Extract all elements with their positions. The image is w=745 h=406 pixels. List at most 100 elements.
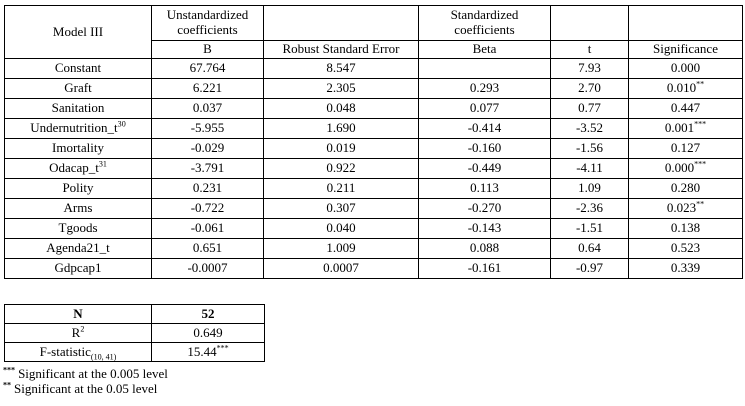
cell-variable: Polity [4, 178, 152, 199]
stat-label: N [4, 304, 152, 324]
cell-se: 1.690 [263, 118, 419, 139]
header-empty-t [550, 5, 629, 41]
stat-label: R2 [4, 323, 152, 343]
table-row-polity: Polity 0.231 0.211 0.113 1.09 0.280 [4, 178, 743, 199]
cell-b: -0.061 [151, 218, 264, 239]
cell-variable: Agenda21_t [4, 238, 152, 259]
header-standardized-coefficients: Standardized coefficients [418, 5, 551, 41]
cell-beta: 0.113 [418, 178, 551, 199]
cell-se: 8.547 [263, 58, 419, 79]
cell-sig: 0.339 [628, 258, 743, 279]
cell-se: 0.040 [263, 218, 419, 239]
cell-t: -4.11 [550, 158, 629, 179]
cell-t: 7.93 [550, 58, 629, 79]
footnote-marker: *** [3, 365, 16, 375]
cell-sig: 0.280 [628, 178, 743, 199]
cell-se: 0.922 [263, 158, 419, 179]
cell-variable: Imortality [4, 138, 152, 159]
header-row-groups: Model III Unstandardized coefficients St… [4, 5, 743, 59]
cell-b: -0.722 [151, 198, 264, 219]
table-row-agenda21: Agenda21_t 0.651 1.009 0.088 0.64 0.523 [4, 238, 743, 259]
header-empty-sig [628, 5, 743, 41]
stat-value: 0.649 [151, 323, 265, 343]
header-beta: Beta [418, 40, 551, 59]
footnote-text: Significant at the 0.05 level [14, 381, 158, 396]
footnote-marker: ** [3, 380, 12, 390]
cell-t: 1.09 [550, 178, 629, 199]
cell-b: 67.764 [151, 58, 264, 79]
footnote-text: Significant at the 0.005 level [18, 366, 168, 381]
cell-t: 2.70 [550, 78, 629, 99]
footnote-0005-level: *** Significant at the 0.005 level [3, 366, 168, 381]
header-empty-se [263, 5, 419, 41]
cell-beta: 0.088 [418, 238, 551, 259]
header-significance: Significance [628, 40, 743, 59]
model-stats-table: N 52 R2 0.649 F-statistic(10, 41) 15.44*… [4, 304, 265, 362]
cell-sig: 0.000 [628, 58, 743, 79]
cell-variable: Arms [4, 198, 152, 219]
cell-variable: Sanitation [4, 98, 152, 119]
cell-beta: -0.161 [418, 258, 551, 279]
cell-b: 6.221 [151, 78, 264, 99]
cell-t: 0.64 [550, 238, 629, 259]
stat-row-n: N 52 [4, 304, 265, 324]
header-t: t [550, 40, 629, 59]
cell-t: -2.36 [550, 198, 629, 219]
cell-beta: 0.293 [418, 78, 551, 99]
cell-b: -0.029 [151, 138, 264, 159]
cell-t: -1.51 [550, 218, 629, 239]
cell-t: -0.97 [550, 258, 629, 279]
cell-variable: Tgoods [4, 218, 152, 239]
cell-b: -3.791 [151, 158, 264, 179]
cell-sig: 0.127 [628, 138, 743, 159]
cell-sig: 0.001*** [628, 118, 743, 139]
cell-t: 0.77 [550, 98, 629, 119]
cell-variable: Constant [4, 58, 152, 79]
cell-variable: Gdpcap1 [4, 258, 152, 279]
table-row-sanitation: Sanitation 0.037 0.048 0.077 0.77 0.447 [4, 98, 743, 119]
cell-sig: 0.523 [628, 238, 743, 259]
header-robust-standard-error: Robust Standard Error [263, 40, 419, 59]
table-row-odacap: Odacap_t31 -3.791 0.922 -0.449 -4.11 0.0… [4, 158, 743, 179]
cell-sig: 0.447 [628, 98, 743, 119]
table-row-constant: Constant 67.764 8.547 7.93 0.000 [4, 58, 743, 79]
table-row-undernutrition: Undernutrition_t30 -5.955 1.690 -0.414 -… [4, 118, 743, 139]
cell-sig: 0.010** [628, 78, 743, 99]
cell-beta: -0.414 [418, 118, 551, 139]
cell-b: 0.231 [151, 178, 264, 199]
table-row-imortality: Imortality -0.029 0.019 -0.160 -1.56 0.1… [4, 138, 743, 159]
cell-se: 0.211 [263, 178, 419, 199]
table-row-graft: Graft 6.221 2.305 0.293 2.70 0.010** [4, 78, 743, 99]
cell-b: -0.0007 [151, 258, 264, 279]
cell-beta: -0.143 [418, 218, 551, 239]
coefficients-table: Model III Unstandardized coefficients St… [4, 5, 743, 279]
cell-se: 0.307 [263, 198, 419, 219]
footnote-005-level: ** Significant at the 0.05 level [3, 381, 168, 396]
header-b: B [151, 40, 264, 59]
significance-footnotes: *** Significant at the 0.005 level ** Sign… [3, 366, 168, 396]
cell-se: 1.009 [263, 238, 419, 259]
header-model: Model III [4, 5, 152, 59]
cell-se: 0.019 [263, 138, 419, 159]
cell-b: -5.955 [151, 118, 264, 139]
table-row-gdpcap1: Gdpcap1 -0.0007 0.0007 -0.161 -0.97 0.33… [4, 258, 743, 279]
cell-variable: Graft [4, 78, 152, 99]
cell-variable: Odacap_t31 [4, 158, 152, 179]
cell-se: 0.048 [263, 98, 419, 119]
cell-beta: -0.160 [418, 138, 551, 159]
table-row-arms: Arms -0.722 0.307 -0.270 -2.36 0.023** [4, 198, 743, 219]
stat-row-fstatistic: F-statistic(10, 41) 15.44*** [4, 342, 265, 362]
cell-beta: -0.449 [418, 158, 551, 179]
cell-sig: 0.000*** [628, 158, 743, 179]
cell-se: 0.0007 [263, 258, 419, 279]
cell-variable: Undernutrition_t30 [4, 118, 152, 139]
cell-t: -3.52 [550, 118, 629, 139]
cell-beta: 0.077 [418, 98, 551, 119]
cell-sig: 0.138 [628, 218, 743, 239]
cell-beta: -0.270 [418, 198, 551, 219]
cell-sig: 0.023** [628, 198, 743, 219]
cell-t: -1.56 [550, 138, 629, 159]
stat-value: 52 [151, 304, 265, 324]
stat-value: 15.44*** [151, 342, 265, 362]
